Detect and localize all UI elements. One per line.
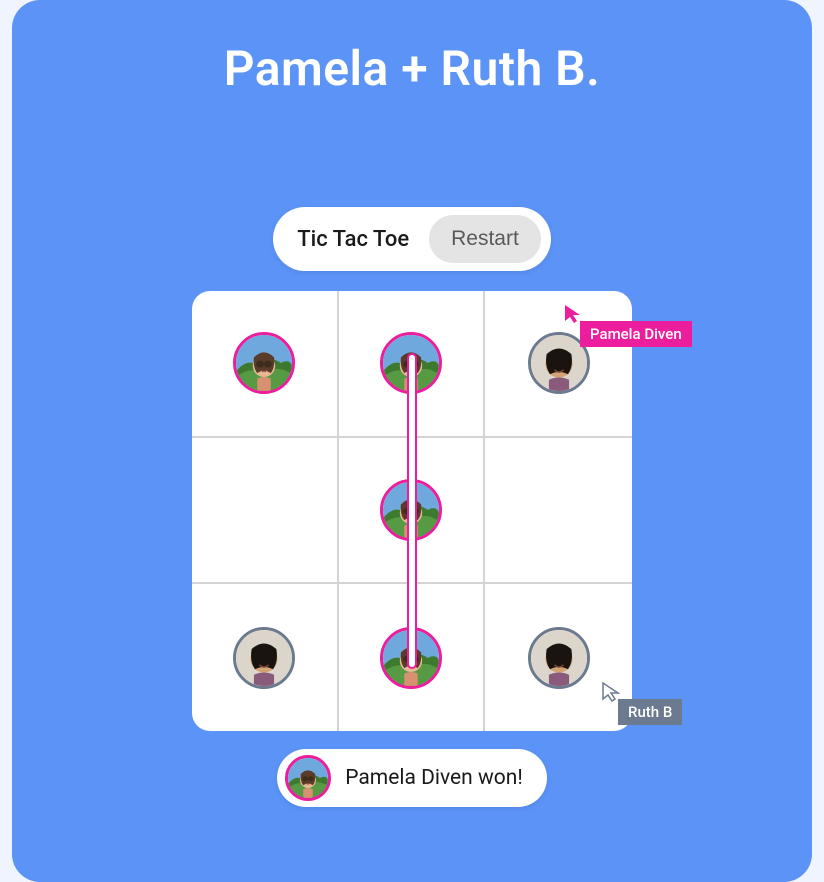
status-bubble: Pamela Diven won! (277, 749, 547, 807)
player-avatar (528, 332, 590, 394)
board-container: Pamela Diven Ruth B (192, 291, 632, 731)
game-name-label: Tic Tac Toe (297, 227, 409, 252)
status-avatar (285, 755, 331, 801)
player-avatar (380, 627, 442, 689)
tic-tac-toe-board (192, 291, 632, 731)
board-cell[interactable] (485, 584, 632, 731)
board-cell[interactable] (192, 584, 339, 731)
board-cell[interactable] (192, 438, 339, 585)
status-text: Pamela Diven won! (345, 766, 523, 790)
board-cell[interactable] (485, 438, 632, 585)
player-avatar (233, 332, 295, 394)
board-cell[interactable] (339, 291, 486, 438)
board-cell[interactable] (192, 291, 339, 438)
player-avatar (380, 479, 442, 541)
game-card: Pamela + Ruth B. Tic Tac Toe Restart Pam… (12, 0, 812, 882)
board-cell[interactable] (339, 438, 486, 585)
board-cell[interactable] (485, 291, 632, 438)
player-avatar (528, 627, 590, 689)
player-avatar (380, 332, 442, 394)
restart-button[interactable]: Restart (429, 215, 541, 263)
board-cell[interactable] (339, 584, 486, 731)
player-avatar (233, 627, 295, 689)
players-title: Pamela + Ruth B. (224, 40, 601, 97)
game-toolbar: Tic Tac Toe Restart (273, 207, 551, 271)
